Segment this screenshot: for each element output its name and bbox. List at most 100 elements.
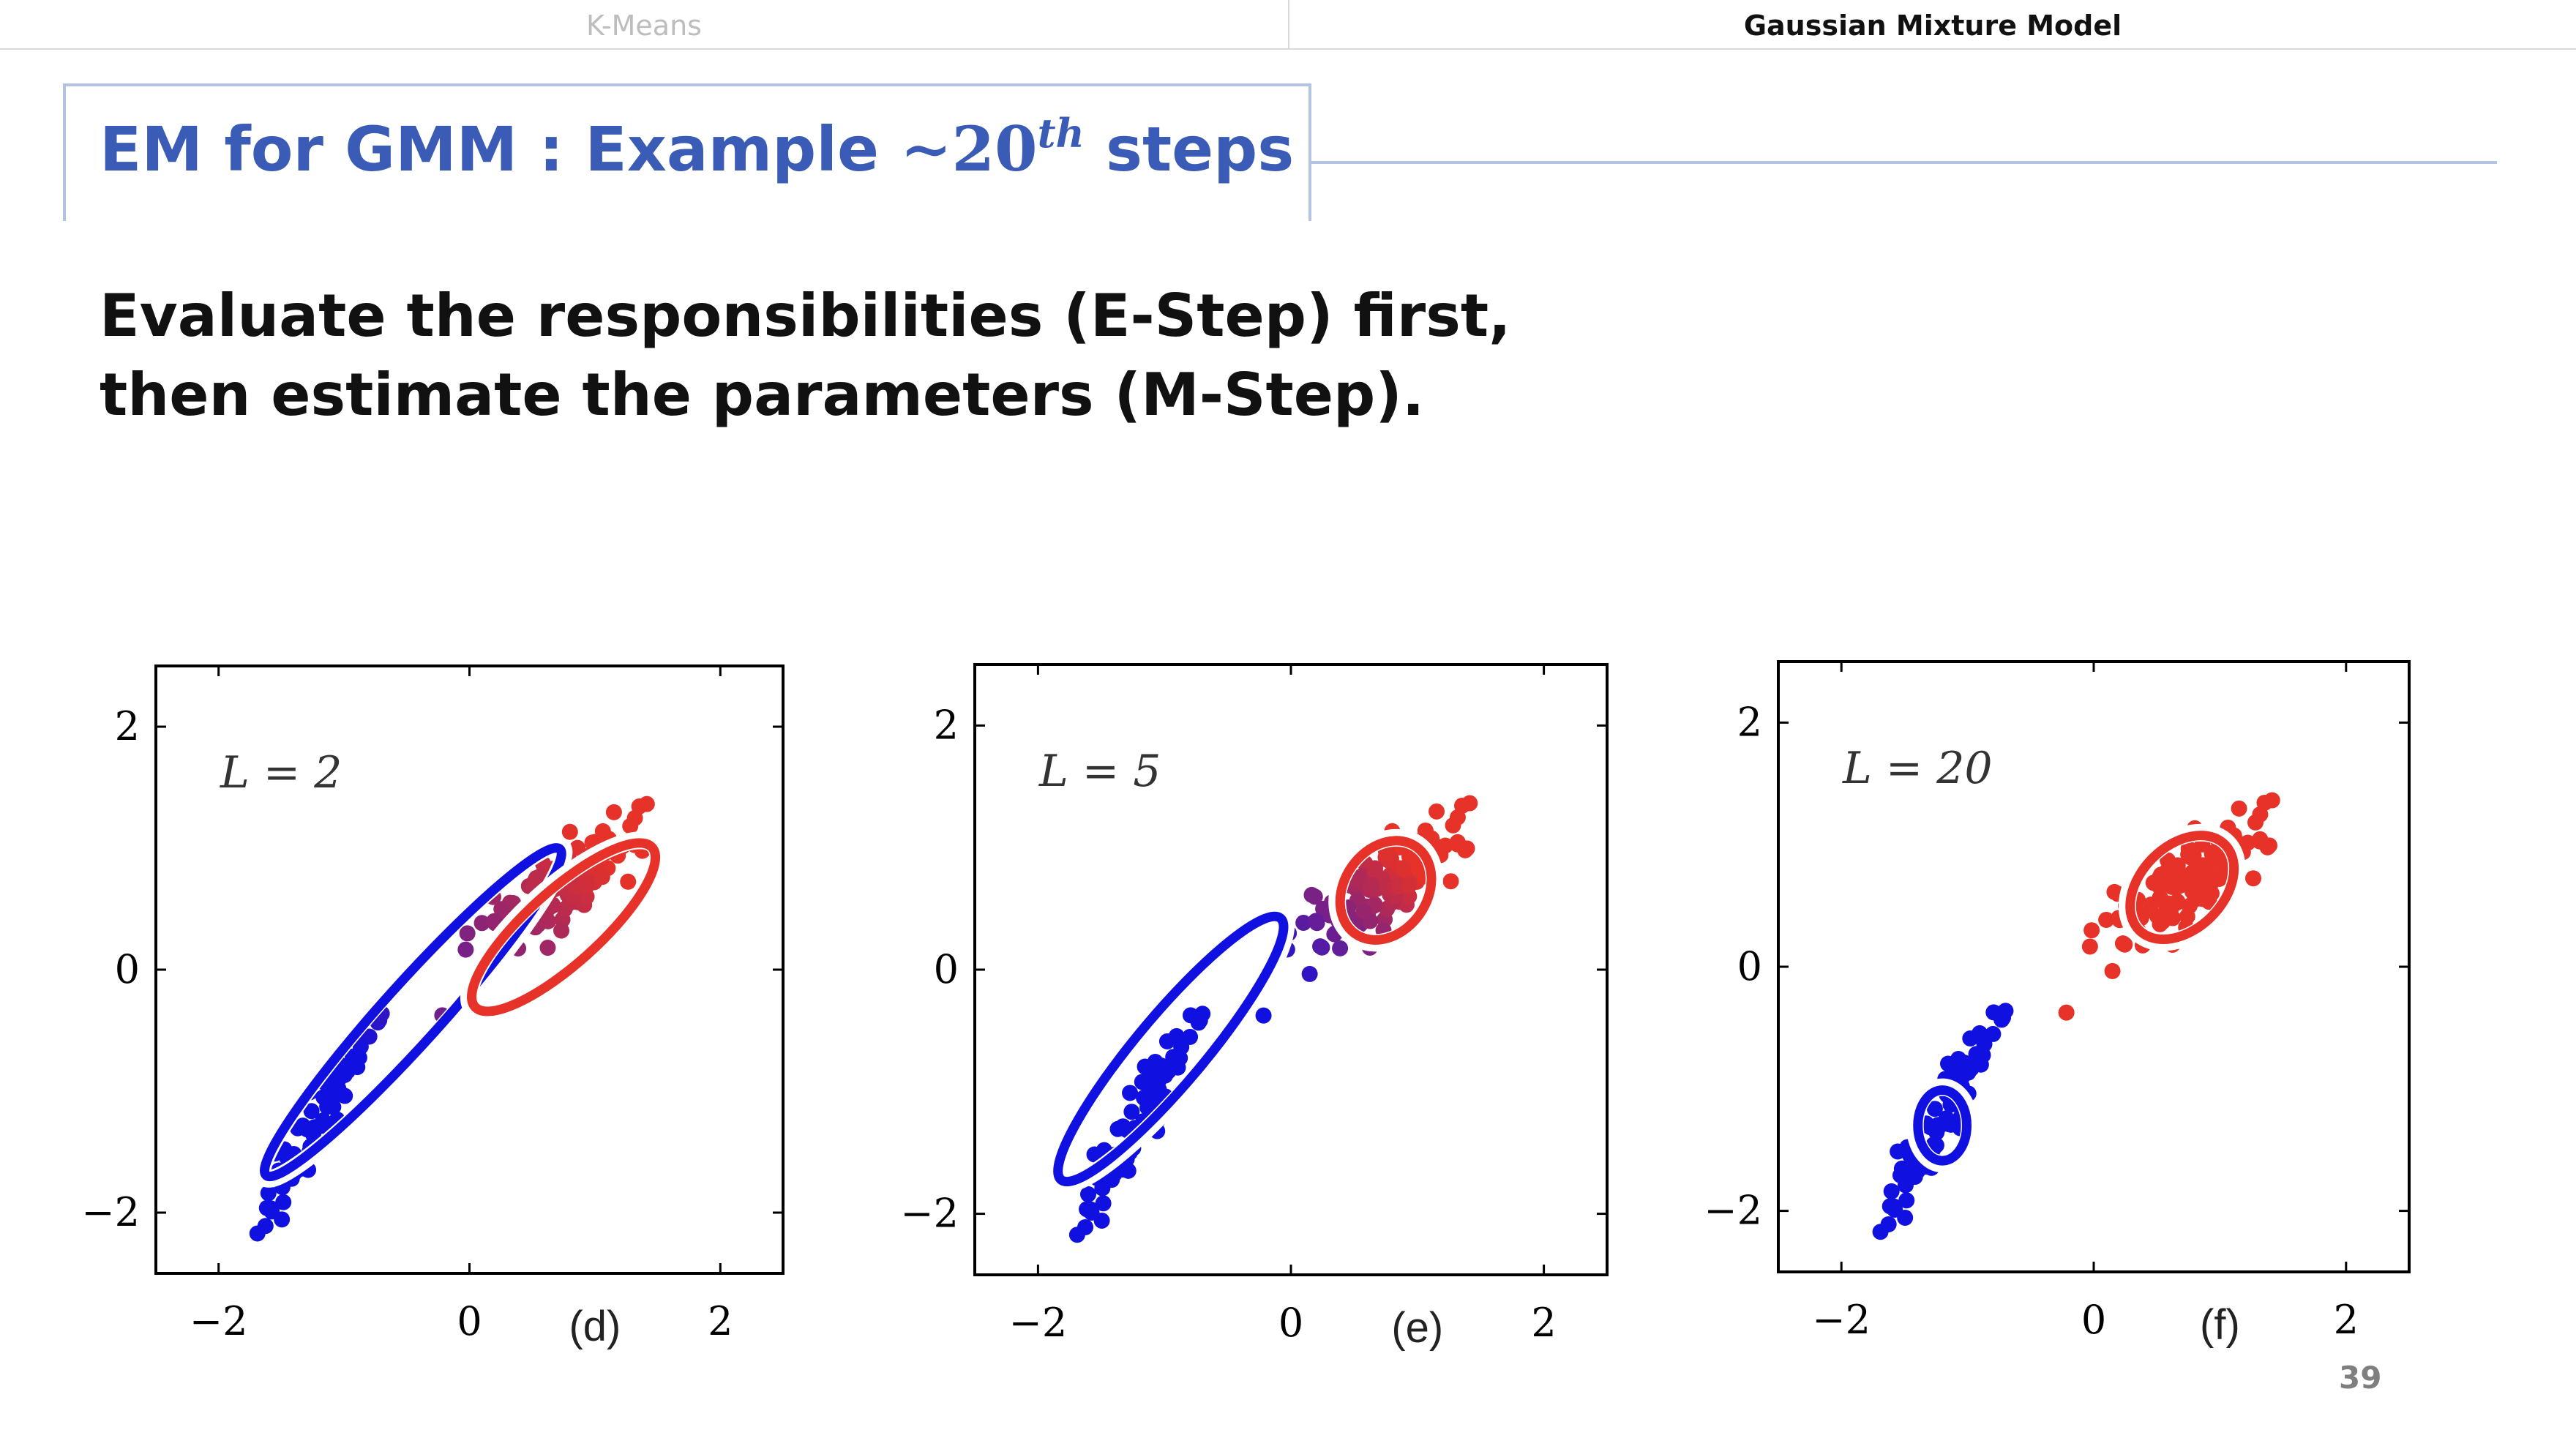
data-point	[1122, 1085, 1139, 1101]
data-point	[337, 1087, 353, 1104]
data-point	[257, 1218, 274, 1235]
data-point	[1255, 1007, 1272, 1024]
plot-frame	[1777, 660, 2411, 1273]
data-point	[275, 1194, 292, 1210]
subtitle-line-1: Evaluate the responsibilities (E-Step) f…	[100, 282, 1511, 350]
x-tick-label: 0	[1278, 1300, 1303, 1346]
data-points	[249, 795, 667, 1242]
data-point	[622, 817, 639, 834]
data-point	[1442, 873, 1459, 890]
data-point	[561, 823, 578, 840]
data-point	[1457, 842, 1474, 858]
x-tick-label: 2	[708, 1298, 733, 1344]
data-point	[2231, 800, 2247, 817]
blue-covariance-ellipse	[259, 843, 566, 1182]
data-point	[2152, 866, 2169, 883]
y-tick-label: −2	[81, 1189, 140, 1235]
data-point	[459, 925, 476, 942]
data-point	[638, 795, 655, 812]
data-point	[258, 1199, 275, 1216]
data-point	[274, 1211, 291, 1228]
y-tick-label: 2	[115, 703, 140, 749]
data-point	[1308, 913, 1325, 929]
data-point	[2098, 911, 2115, 928]
data-point	[493, 901, 510, 918]
data-point	[605, 804, 622, 820]
y-tick-label: 0	[115, 946, 140, 992]
data-point	[457, 941, 474, 958]
data-point	[1080, 1186, 1097, 1202]
red-covariance-ellipse	[2125, 831, 2239, 945]
top-nav: K-Means Gaussian Mixture Model	[0, 0, 2576, 50]
data-point	[1315, 900, 1332, 917]
data-point	[1182, 1007, 1199, 1024]
data-point	[1926, 1101, 1943, 1117]
data-point	[1892, 1167, 1909, 1184]
data-point	[1972, 1025, 1988, 1041]
data-point	[1109, 1120, 1126, 1137]
data-point	[303, 1103, 320, 1120]
data-point	[1295, 914, 1312, 931]
blue-covariance-ellipse	[1913, 1085, 1972, 1166]
data-point	[539, 940, 556, 956]
data-point	[1350, 869, 1367, 886]
red-covariance-ellipse	[467, 838, 661, 1016]
data-point	[2104, 962, 2121, 979]
tab-gaussian-mixture-model[interactable]: Gaussian Mixture Model	[1288, 0, 2576, 48]
x-tick-label: 2	[1531, 1300, 1556, 1346]
data-point	[553, 922, 570, 939]
data-point	[1168, 1027, 1185, 1044]
y-tick-label: −2	[900, 1191, 959, 1237]
data-point	[2244, 870, 2261, 887]
panel-label: (f)	[2200, 1301, 2240, 1349]
title-prefix: EM for GMM : Example	[100, 113, 901, 185]
data-point	[1974, 1046, 1991, 1063]
y-tick-label: 0	[1737, 943, 1762, 989]
data-point	[1882, 1198, 1898, 1215]
data-point	[2106, 883, 2123, 900]
data-point	[1880, 1216, 1897, 1232]
data-point	[2247, 814, 2264, 831]
data-point	[1429, 803, 1445, 820]
scatter-panel-2: −2 2 0 0 2 −2 (f) L = 20	[1704, 660, 2411, 1349]
iteration-annotation: L = 2	[220, 747, 342, 798]
data-point	[351, 1049, 367, 1066]
data-point	[2116, 936, 2133, 953]
data-point	[1394, 860, 1411, 877]
blue-covariance-ellipse	[1053, 911, 1289, 1187]
iteration-annotation: L = 5	[1038, 746, 1161, 797]
data-point	[1095, 1195, 1112, 1212]
x-tick-label: −2	[190, 1298, 248, 1344]
data-point	[2197, 857, 2214, 874]
title-frame	[63, 83, 1311, 221]
tab-k-means[interactable]: K-Means	[586, 10, 702, 42]
panel-label: (d)	[569, 1303, 621, 1350]
data-point	[1172, 1049, 1188, 1066]
data-point	[1401, 877, 1418, 894]
data-point	[528, 869, 544, 886]
data-point	[1147, 1053, 1164, 1070]
data-point	[2058, 1004, 2075, 1021]
data-point	[2181, 842, 2198, 858]
iteration-annotation: L = 20	[1842, 743, 1993, 794]
data-point	[1939, 1115, 1956, 1132]
data-point	[1301, 965, 1318, 982]
x-tick-label: −2	[1812, 1297, 1871, 1343]
data-point	[473, 915, 490, 932]
data-point	[2158, 900, 2175, 917]
red-covariance-ellipse	[1335, 836, 1437, 945]
data-point	[2169, 861, 2186, 877]
y-tick-label: 2	[934, 702, 959, 748]
y-tick-label: 0	[934, 946, 959, 992]
data-point	[1883, 1183, 1900, 1199]
data-point	[1303, 886, 1320, 903]
data-point	[2165, 874, 2182, 891]
data-point	[1077, 1218, 1094, 1235]
data-point	[2204, 875, 2220, 891]
data-point	[1144, 1092, 1161, 1109]
data-point	[1985, 1004, 2002, 1021]
data-point	[1332, 940, 1349, 956]
x-tick-label: 2	[2334, 1297, 2359, 1343]
data-point	[1928, 1124, 1945, 1141]
